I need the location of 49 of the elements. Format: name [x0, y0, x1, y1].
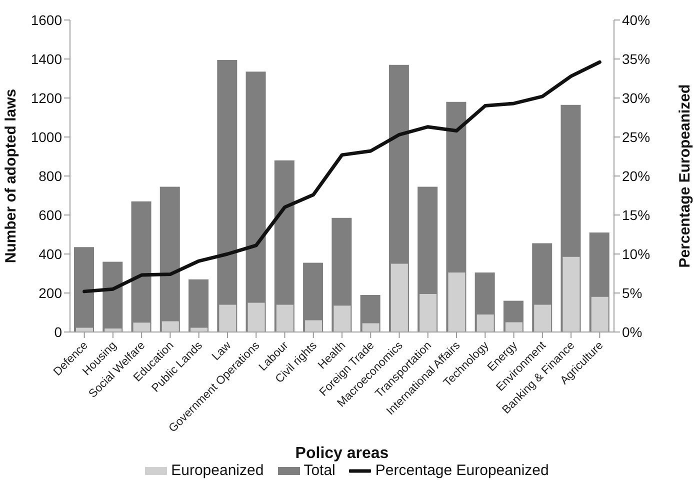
legend-label: Percentage Europeanized — [375, 462, 549, 479]
y2-tick-label: 30% — [622, 90, 650, 106]
bar — [591, 296, 608, 332]
bar — [133, 322, 150, 332]
line-series — [82, 60, 602, 294]
y2-tick-label: 0% — [622, 324, 642, 340]
bar — [420, 294, 437, 332]
bar — [362, 323, 380, 332]
bar — [131, 201, 152, 332]
y-tick-label: 600 — [38, 206, 62, 223]
bar — [76, 328, 93, 332]
bar — [188, 279, 209, 332]
y2-tick-label: 5% — [622, 284, 642, 301]
y2-tick-label: 15% — [622, 206, 650, 223]
bar — [534, 304, 552, 332]
y-tick-label: 1400 — [30, 50, 62, 67]
bar — [219, 304, 236, 332]
bar — [248, 302, 265, 332]
bar — [305, 320, 322, 332]
bar — [562, 256, 580, 332]
y2-tick-label: 20% — [622, 168, 650, 184]
bar — [160, 186, 180, 332]
bar — [190, 328, 208, 332]
y-tick-label: 800 — [38, 168, 62, 184]
y-tick-label: 1200 — [30, 90, 62, 106]
y-axis-title: Number of adopted laws — [2, 88, 20, 264]
legend-label: Total — [304, 462, 336, 479]
y-tick-label: 1600 — [30, 12, 62, 28]
bar — [276, 304, 294, 332]
bar — [476, 314, 494, 332]
bar — [334, 306, 351, 332]
y2-tick-label: 25% — [622, 128, 650, 145]
bar — [448, 272, 466, 332]
y2-axis-title: Percentage Europeanized — [676, 84, 694, 268]
bar — [390, 264, 408, 332]
bar — [505, 322, 522, 332]
y-tick-label: 400 — [38, 246, 62, 262]
bar — [102, 262, 123, 332]
x-axis-title: Policy areas — [295, 445, 389, 462]
legend-label: Europeanized — [171, 462, 264, 479]
y-tick-label: 0 — [54, 324, 62, 340]
bar — [74, 247, 94, 332]
y-tick-label: 1000 — [30, 128, 62, 145]
y2-tick-label: 35% — [622, 50, 650, 67]
y-tick-label: 200 — [38, 284, 62, 301]
bar — [162, 321, 179, 332]
y2-tick-label: 40% — [622, 12, 650, 28]
bar — [246, 72, 266, 332]
y2-tick-label: 10% — [622, 246, 650, 262]
